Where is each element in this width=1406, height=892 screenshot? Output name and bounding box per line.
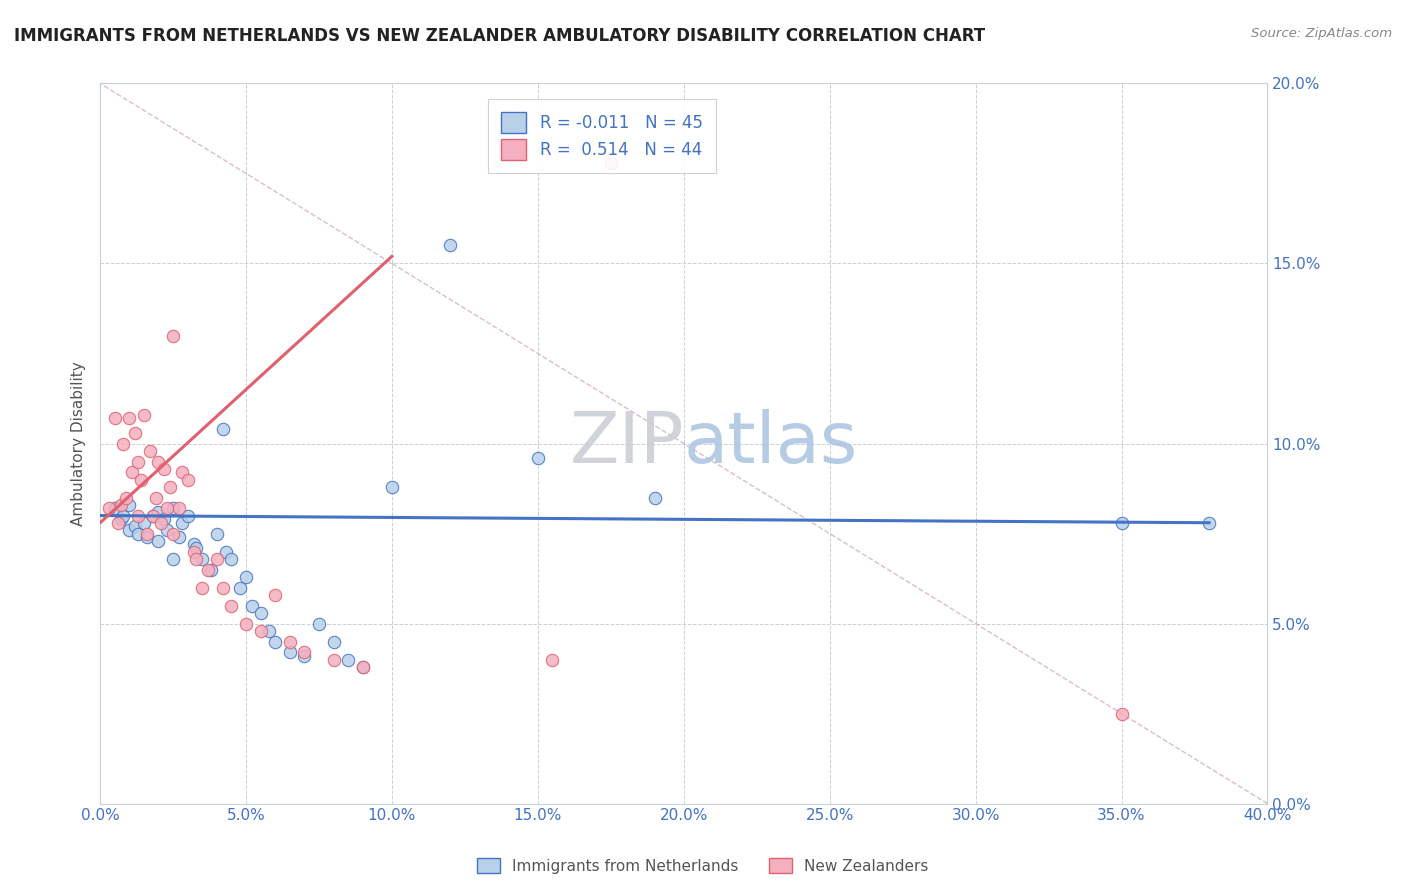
- Point: [150, 516, 173, 530]
- Point: [599, 155, 621, 169]
- Point: [112, 508, 135, 523]
- Point: [156, 501, 179, 516]
- Point: [205, 526, 228, 541]
- Point: [162, 526, 184, 541]
- Point: [186, 541, 208, 555]
- Point: [142, 508, 165, 523]
- Y-axis label: Ambulatory Disability: Ambulatory Disability: [72, 361, 86, 526]
- Point: [148, 505, 170, 519]
- Point: [1111, 706, 1133, 721]
- Point: [644, 491, 666, 505]
- Point: [229, 581, 252, 595]
- Point: [249, 606, 271, 620]
- Point: [145, 491, 167, 505]
- Point: [107, 516, 129, 530]
- Point: [527, 450, 550, 465]
- Point: [1198, 516, 1220, 530]
- Point: [97, 501, 120, 516]
- Point: [135, 526, 157, 541]
- Point: [132, 408, 155, 422]
- Point: [127, 508, 149, 523]
- Point: [259, 624, 281, 638]
- Point: [110, 498, 132, 512]
- Point: [170, 466, 193, 480]
- Legend: R = -0.011   N = 45, R =  0.514   N = 44: R = -0.011 N = 45, R = 0.514 N = 44: [488, 99, 716, 173]
- Point: [381, 480, 404, 494]
- Point: [221, 599, 243, 613]
- Point: [240, 599, 263, 613]
- Point: [541, 652, 564, 666]
- Point: [104, 501, 127, 516]
- Point: [121, 466, 143, 480]
- Point: [322, 652, 344, 666]
- Point: [153, 461, 176, 475]
- Point: [118, 498, 141, 512]
- Point: [308, 616, 330, 631]
- Point: [124, 425, 146, 440]
- Point: [294, 648, 316, 663]
- Point: [115, 491, 138, 505]
- Point: [186, 551, 208, 566]
- Point: [112, 436, 135, 450]
- Point: [167, 501, 190, 516]
- Point: [132, 516, 155, 530]
- Text: ZIP: ZIP: [569, 409, 683, 478]
- Point: [191, 551, 214, 566]
- Point: [162, 501, 184, 516]
- Text: atlas: atlas: [683, 409, 858, 478]
- Point: [170, 516, 193, 530]
- Point: [200, 563, 222, 577]
- Point: [439, 238, 461, 252]
- Point: [167, 530, 190, 544]
- Point: [135, 530, 157, 544]
- Point: [221, 551, 243, 566]
- Point: [211, 422, 233, 436]
- Point: [127, 454, 149, 468]
- Point: [264, 634, 287, 648]
- Point: [183, 537, 205, 551]
- Point: [110, 512, 132, 526]
- Text: IMMIGRANTS FROM NETHERLANDS VS NEW ZEALANDER AMBULATORY DISABILITY CORRELATION C: IMMIGRANTS FROM NETHERLANDS VS NEW ZEALA…: [14, 27, 986, 45]
- Point: [139, 443, 162, 458]
- Point: [148, 454, 170, 468]
- Point: [352, 660, 374, 674]
- Point: [337, 652, 360, 666]
- Point: [162, 328, 184, 343]
- Point: [278, 645, 301, 659]
- Point: [162, 551, 184, 566]
- Point: [205, 551, 228, 566]
- Point: [153, 512, 176, 526]
- Point: [176, 473, 198, 487]
- Point: [129, 473, 152, 487]
- Point: [124, 519, 146, 533]
- Point: [264, 588, 287, 602]
- Point: [214, 544, 236, 558]
- Point: [278, 634, 301, 648]
- Point: [1111, 516, 1133, 530]
- Point: [322, 634, 344, 648]
- Point: [249, 624, 271, 638]
- Point: [156, 523, 179, 537]
- Point: [352, 660, 374, 674]
- Text: Source: ZipAtlas.com: Source: ZipAtlas.com: [1251, 27, 1392, 40]
- Point: [118, 411, 141, 425]
- Point: [235, 570, 257, 584]
- Point: [176, 508, 198, 523]
- Point: [142, 508, 165, 523]
- Point: [235, 616, 257, 631]
- Point: [183, 544, 205, 558]
- Point: [294, 645, 316, 659]
- Point: [127, 526, 149, 541]
- Point: [191, 581, 214, 595]
- Point: [148, 533, 170, 548]
- Point: [211, 581, 233, 595]
- Point: [104, 411, 127, 425]
- Point: [118, 523, 141, 537]
- Point: [197, 563, 219, 577]
- Legend: Immigrants from Netherlands, New Zealanders: Immigrants from Netherlands, New Zealand…: [471, 852, 935, 880]
- Point: [159, 480, 181, 494]
